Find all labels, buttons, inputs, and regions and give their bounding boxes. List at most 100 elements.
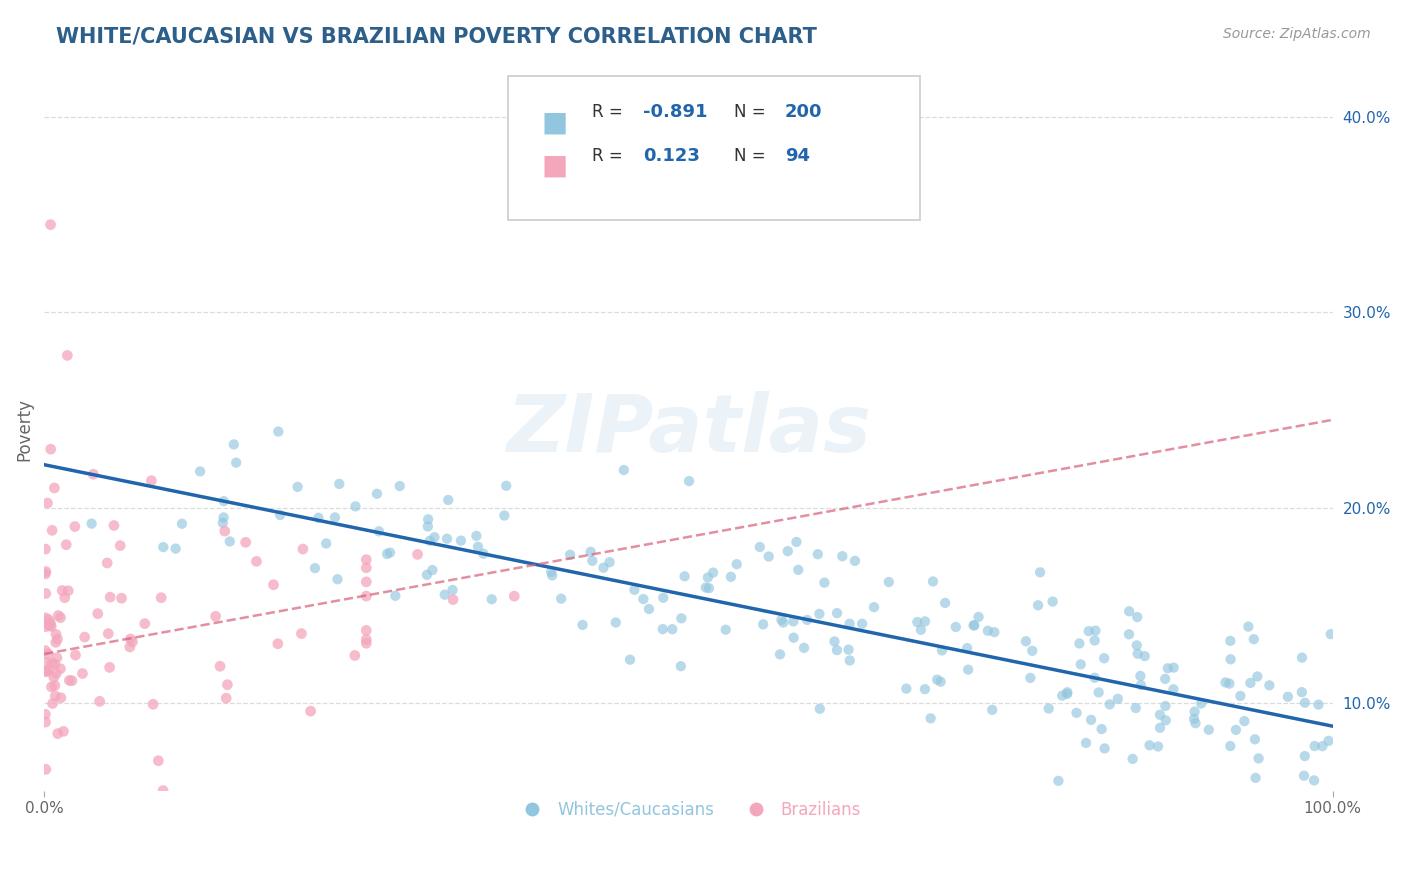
Point — [957, 663, 980, 677]
Point — [344, 500, 367, 514]
Point — [651, 622, 673, 636]
Point — [356, 624, 378, 638]
Point — [922, 574, 945, 589]
Point — [1069, 636, 1091, 650]
Text: -0.891: -0.891 — [644, 103, 707, 121]
Point — [46, 608, 69, 623]
Point — [793, 640, 815, 655]
Point — [1258, 678, 1281, 692]
Point — [38, 613, 60, 627]
Point — [813, 575, 835, 590]
Text: R =: R = — [592, 103, 628, 121]
Point — [1292, 769, 1315, 783]
Point — [977, 624, 1000, 638]
Point — [299, 704, 322, 718]
Point — [46, 726, 69, 740]
Text: Source: ZipAtlas.com: Source: ZipAtlas.com — [1223, 27, 1371, 41]
Point — [368, 524, 391, 539]
Point — [495, 479, 517, 493]
Point — [225, 456, 247, 470]
Point — [931, 643, 953, 657]
Point — [72, 666, 94, 681]
Point — [1094, 741, 1116, 756]
Point — [416, 567, 439, 582]
Point — [1056, 687, 1078, 701]
Point — [1163, 682, 1185, 697]
Point — [581, 554, 603, 568]
Point — [388, 479, 411, 493]
Point — [209, 659, 232, 673]
Point — [981, 703, 1004, 717]
Point — [356, 589, 378, 603]
Point — [58, 583, 80, 598]
Point — [1291, 685, 1313, 699]
Point — [290, 626, 312, 640]
Point — [37, 496, 59, 510]
Point — [1218, 676, 1240, 690]
Point — [1015, 634, 1038, 648]
Point — [422, 563, 444, 577]
Point — [436, 532, 458, 546]
Point — [1122, 752, 1144, 766]
Point — [1154, 672, 1177, 686]
Point — [211, 516, 233, 530]
Point — [89, 694, 111, 708]
Point — [1026, 599, 1049, 613]
Text: 94: 94 — [785, 146, 810, 164]
Point — [652, 591, 675, 605]
Point — [1056, 685, 1078, 699]
Point — [267, 425, 290, 439]
Point — [914, 615, 936, 629]
Point — [45, 635, 67, 649]
Point — [34, 611, 56, 625]
Point — [1042, 594, 1064, 608]
Point — [39, 616, 62, 631]
Point — [467, 540, 489, 554]
Point — [758, 549, 780, 564]
Point — [673, 569, 696, 583]
Point — [42, 670, 65, 684]
Point — [34, 707, 56, 722]
Point — [44, 481, 66, 495]
Text: ZIPatlas: ZIPatlas — [506, 391, 870, 468]
Point — [494, 508, 516, 523]
Point — [35, 665, 58, 679]
Point — [35, 586, 58, 600]
Point — [1087, 685, 1109, 699]
Point — [945, 620, 967, 634]
Point — [212, 494, 235, 508]
Point — [962, 618, 984, 632]
Point — [1317, 734, 1340, 748]
Point — [1239, 676, 1261, 690]
Point — [550, 591, 572, 606]
Point — [1098, 698, 1121, 712]
Point — [110, 591, 132, 606]
Point — [267, 637, 290, 651]
Point — [73, 630, 96, 644]
Point — [697, 581, 720, 595]
Point — [1084, 633, 1107, 648]
Point — [558, 548, 581, 562]
Point — [1229, 689, 1251, 703]
Point — [34, 620, 56, 634]
Point — [1029, 566, 1052, 580]
Point — [46, 632, 69, 646]
Point — [269, 508, 291, 522]
Y-axis label: Poverty: Poverty — [15, 398, 32, 461]
Point — [863, 600, 886, 615]
Point — [720, 570, 742, 584]
Point — [825, 643, 848, 657]
Point — [96, 556, 118, 570]
Point — [141, 474, 163, 488]
Point — [776, 544, 799, 558]
Point — [375, 547, 398, 561]
Point — [437, 493, 460, 508]
Point — [1215, 675, 1237, 690]
Point — [782, 631, 804, 645]
Point — [671, 611, 693, 625]
Point — [1126, 647, 1149, 661]
Point — [714, 623, 737, 637]
Point — [1084, 671, 1107, 685]
Point — [55, 538, 77, 552]
Point — [633, 592, 655, 607]
